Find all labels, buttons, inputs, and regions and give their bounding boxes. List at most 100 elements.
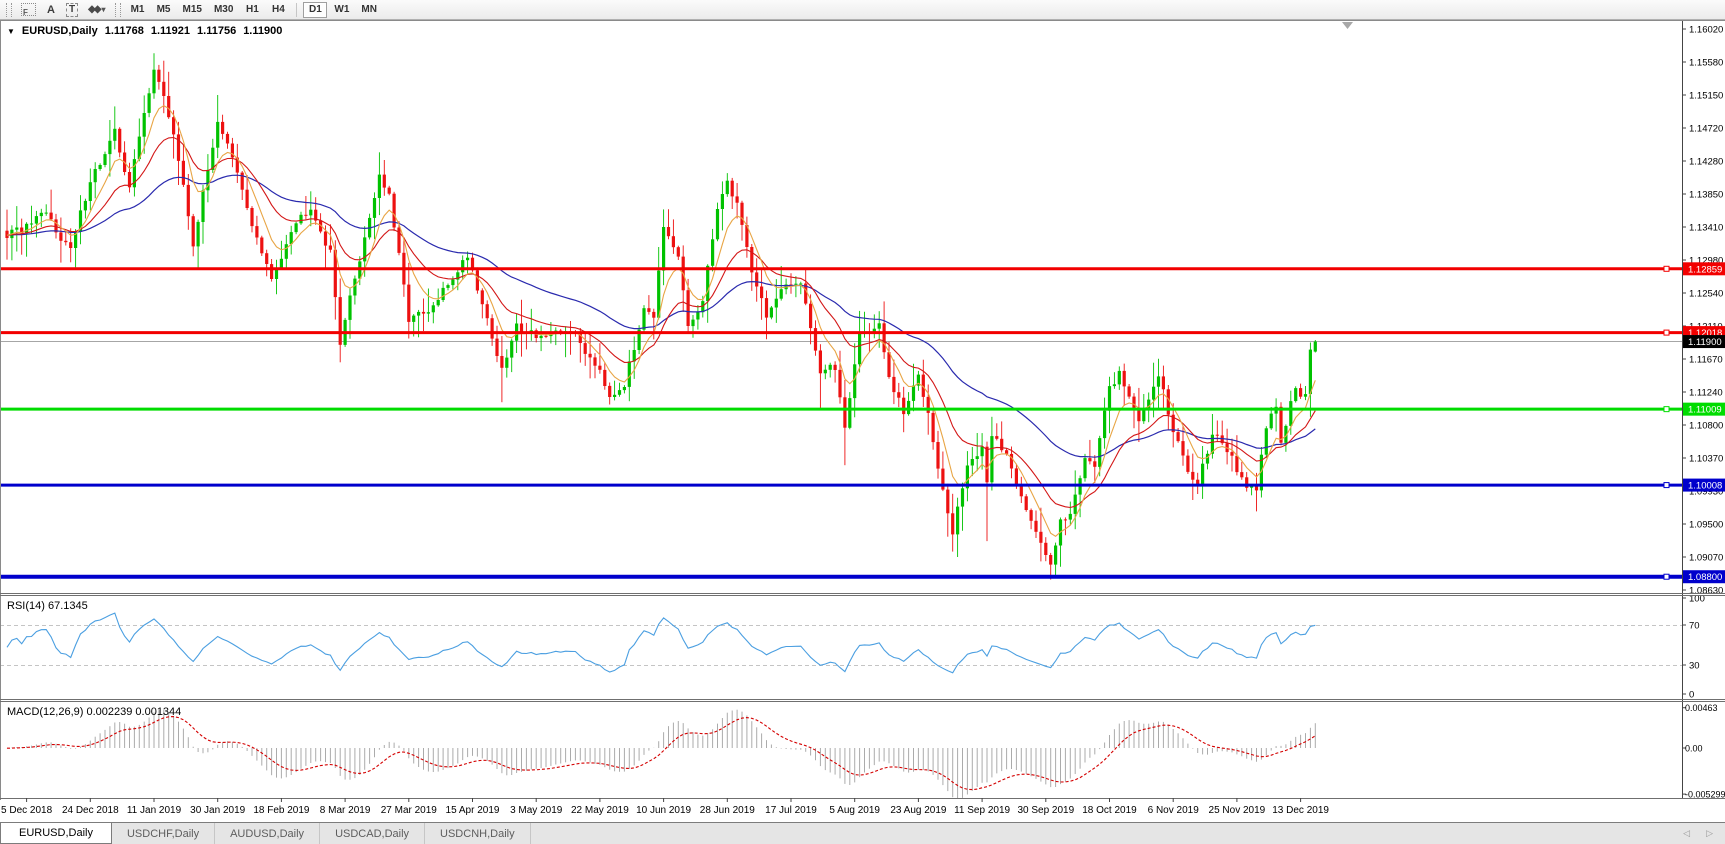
chart-tabs-bar: EURUSD,Daily USDCHF,Daily AUDUSD,Daily USDC…	[0, 822, 1725, 844]
text-tool-icon: T	[66, 2, 79, 17]
tab-AUDUSD-Daily[interactable]: AUDUSD,Daily	[215, 823, 321, 844]
date-label: 22 May 2019	[571, 805, 629, 816]
styler-tool-button[interactable]: ◆◆ ▾	[84, 2, 109, 18]
timeframe-button-M5[interactable]: M5	[152, 2, 176, 18]
price-tick-label: 1.09500	[1689, 520, 1723, 531]
price-tick-label: 1.11670	[1689, 355, 1723, 366]
timeframe-button-H1[interactable]: H1	[240, 2, 264, 18]
price-tick-label: 1.15580	[1689, 58, 1723, 69]
arrow-label-tool-button[interactable]: A	[42, 2, 60, 18]
price-tick-label: 1.13410	[1689, 223, 1723, 234]
price-badge	[1683, 478, 1725, 492]
timeframe-button-D1[interactable]: D1	[303, 1, 328, 18]
timeframe-button-H4[interactable]: H4	[266, 2, 290, 18]
toolbar-separator	[296, 2, 298, 17]
price-tick-label: 1.08630	[1689, 586, 1723, 597]
scroll-right-icon[interactable]: ▷	[1706, 828, 1713, 838]
toolbar-grip	[114, 2, 121, 17]
price-tick-label: 1.14280	[1689, 157, 1723, 168]
date-label: 13 Dec 2019	[1272, 805, 1329, 816]
toolbar-grip	[6, 2, 12, 17]
axis-layer: 1.16020 1.15580 1.15150 1.14720 1.14280 1.138…	[1682, 20, 1725, 800]
main-price-panel	[1, 22, 1682, 580]
date-label: 11 Jan 2019	[127, 805, 182, 816]
hline-handle[interactable]	[1663, 265, 1670, 272]
price-badge-label: 1.11900	[1688, 337, 1722, 348]
letter-a-icon: A	[47, 3, 55, 16]
price-badge-label: 1.12859	[1688, 264, 1722, 275]
styler-icon: ◆◆	[88, 4, 101, 15]
tab-USDCAD-Daily[interactable]: USDCAD,Daily	[320, 823, 426, 844]
price-tick-label: 1.13850	[1689, 190, 1723, 201]
ma-fast-line	[6, 104, 1316, 537]
date-label: 30 Jan 2019	[190, 805, 245, 816]
date-label: 23 Aug 2019	[890, 805, 947, 816]
tab-USDCNH-Daily[interactable]: USDCNH,Daily	[425, 823, 531, 844]
hline-handle[interactable]	[1663, 406, 1670, 413]
date-label: 3 May 2019	[510, 805, 563, 816]
tab-USDCHF-Daily[interactable]: USDCHF,Daily	[112, 823, 216, 844]
tab-EURUSD-Daily[interactable]: EURUSD,Daily	[0, 823, 112, 844]
price-badge-label: 1.11009	[1688, 405, 1722, 416]
date-label: 18 Feb 2019	[253, 805, 310, 816]
hline-handle[interactable]	[1663, 329, 1670, 336]
price-badge-label: 1.10008	[1688, 481, 1722, 492]
date-label: 5 Aug 2019	[829, 805, 880, 816]
scroll-left-icon[interactable]: ◁	[1683, 828, 1691, 838]
price-tick-label: 1.16020	[1689, 25, 1723, 36]
rsi-line	[6, 612, 1316, 674]
tab-scroll-arrows: ◁ ▷	[1683, 823, 1713, 844]
chart-canvas[interactable]: 1.16020 1.15580 1.15150 1.14720 1.14280 1.138…	[0, 20, 1725, 822]
rsi-tick-label: 30	[1689, 661, 1700, 672]
timeframe-button-W1[interactable]: W1	[329, 2, 354, 18]
timeframe-button-MN[interactable]: MN	[356, 2, 382, 18]
price-badge	[1683, 570, 1725, 584]
price-badge-label: 1.12018	[1688, 328, 1722, 339]
price-badge-label: 1.08800	[1688, 572, 1722, 583]
rsi-tick-label: 70	[1689, 621, 1700, 632]
date-label: 5 Dec 2018	[1, 805, 53, 816]
date-label: 8 Mar 2019	[320, 805, 371, 816]
price-tick-label: 1.15150	[1689, 91, 1723, 102]
price-tick-label: 1.10800	[1689, 421, 1723, 432]
price-tick-label: 1.12980	[1689, 256, 1723, 267]
rsi-tick-label: 100	[1689, 594, 1705, 605]
chart-tabs: EURUSD,Daily USDCHF,Daily AUDUSD,Daily USDC…	[0, 823, 531, 844]
price-tick-label: 1.09930	[1689, 487, 1723, 498]
timeframe-button-M30[interactable]: M30	[209, 2, 238, 18]
chart-grid-tool-button[interactable]: F	[17, 2, 40, 18]
timeframe-button-M15[interactable]: M15	[178, 2, 207, 18]
macd-signal-line	[6, 716, 1316, 791]
ma-slow-line	[6, 174, 1316, 458]
price-tick-label: 1.09070	[1689, 553, 1723, 564]
price-badge	[1683, 262, 1725, 276]
shift-marker-icon[interactable]	[1342, 22, 1353, 29]
rsi-panel	[0, 612, 1682, 674]
date-label: 10 Jun 2019	[636, 805, 691, 816]
hline-handle[interactable]	[1663, 482, 1670, 489]
rsi-tick-label: 0	[1689, 690, 1694, 701]
date-label: 25 Nov 2019	[1209, 805, 1266, 816]
macd-tick-label: 0.00	[1685, 744, 1703, 754]
text-tool-button[interactable]: T	[62, 2, 82, 18]
price-badge	[1683, 402, 1725, 416]
date-label: 11 Sep 2019	[954, 805, 1010, 816]
top-toolbar: F A T ◆◆ ▾ M1 M5 M15 M30 H1 H4 D1 W1 MN	[0, 0, 1725, 20]
date-label: 6 Nov 2019	[1148, 805, 1200, 816]
timeframe-toolbar: M1 M5 M15 M30 H1 H4 D1 W1 MN	[125, 1, 383, 18]
price-tick-label: 1.11240	[1689, 388, 1723, 399]
price-tick-label: 1.12540	[1689, 289, 1723, 300]
date-label: 15 Apr 2019	[446, 805, 500, 816]
grid-f-icon: F	[21, 3, 36, 17]
date-label: 30 Sep 2019	[1017, 805, 1074, 816]
hline-handle[interactable]	[1663, 573, 1670, 580]
date-label: 28 Jun 2019	[700, 805, 755, 816]
macd-panel	[6, 709, 1316, 798]
date-label: 17 Jul 2019	[765, 805, 817, 816]
timeframe-button-M1[interactable]: M1	[126, 2, 150, 18]
price-tick-label: 1.14720	[1689, 124, 1723, 135]
macd-tick-label: -0.005299	[1685, 790, 1725, 800]
price-badge	[1683, 335, 1725, 349]
date-label: 18 Oct 2019	[1082, 805, 1137, 816]
price-tick-label: 1.10370	[1689, 454, 1723, 465]
